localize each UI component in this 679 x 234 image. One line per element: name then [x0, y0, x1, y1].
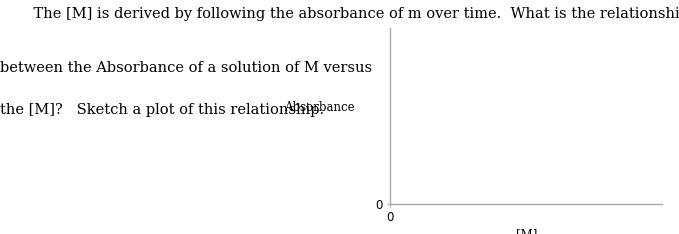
X-axis label: [M]: [M] [515, 228, 537, 234]
Text: Absorbance: Absorbance [285, 101, 355, 113]
Text: the [M]?   Sketch a plot of this relationship.: the [M]? Sketch a plot of this relations… [0, 103, 324, 117]
Text: between the Absorbance of a solution of M versus: between the Absorbance of a solution of … [0, 61, 372, 75]
Text: The [M] is derived by following the absorbance of m over time.  What is the rela: The [M] is derived by following the abso… [15, 7, 679, 21]
